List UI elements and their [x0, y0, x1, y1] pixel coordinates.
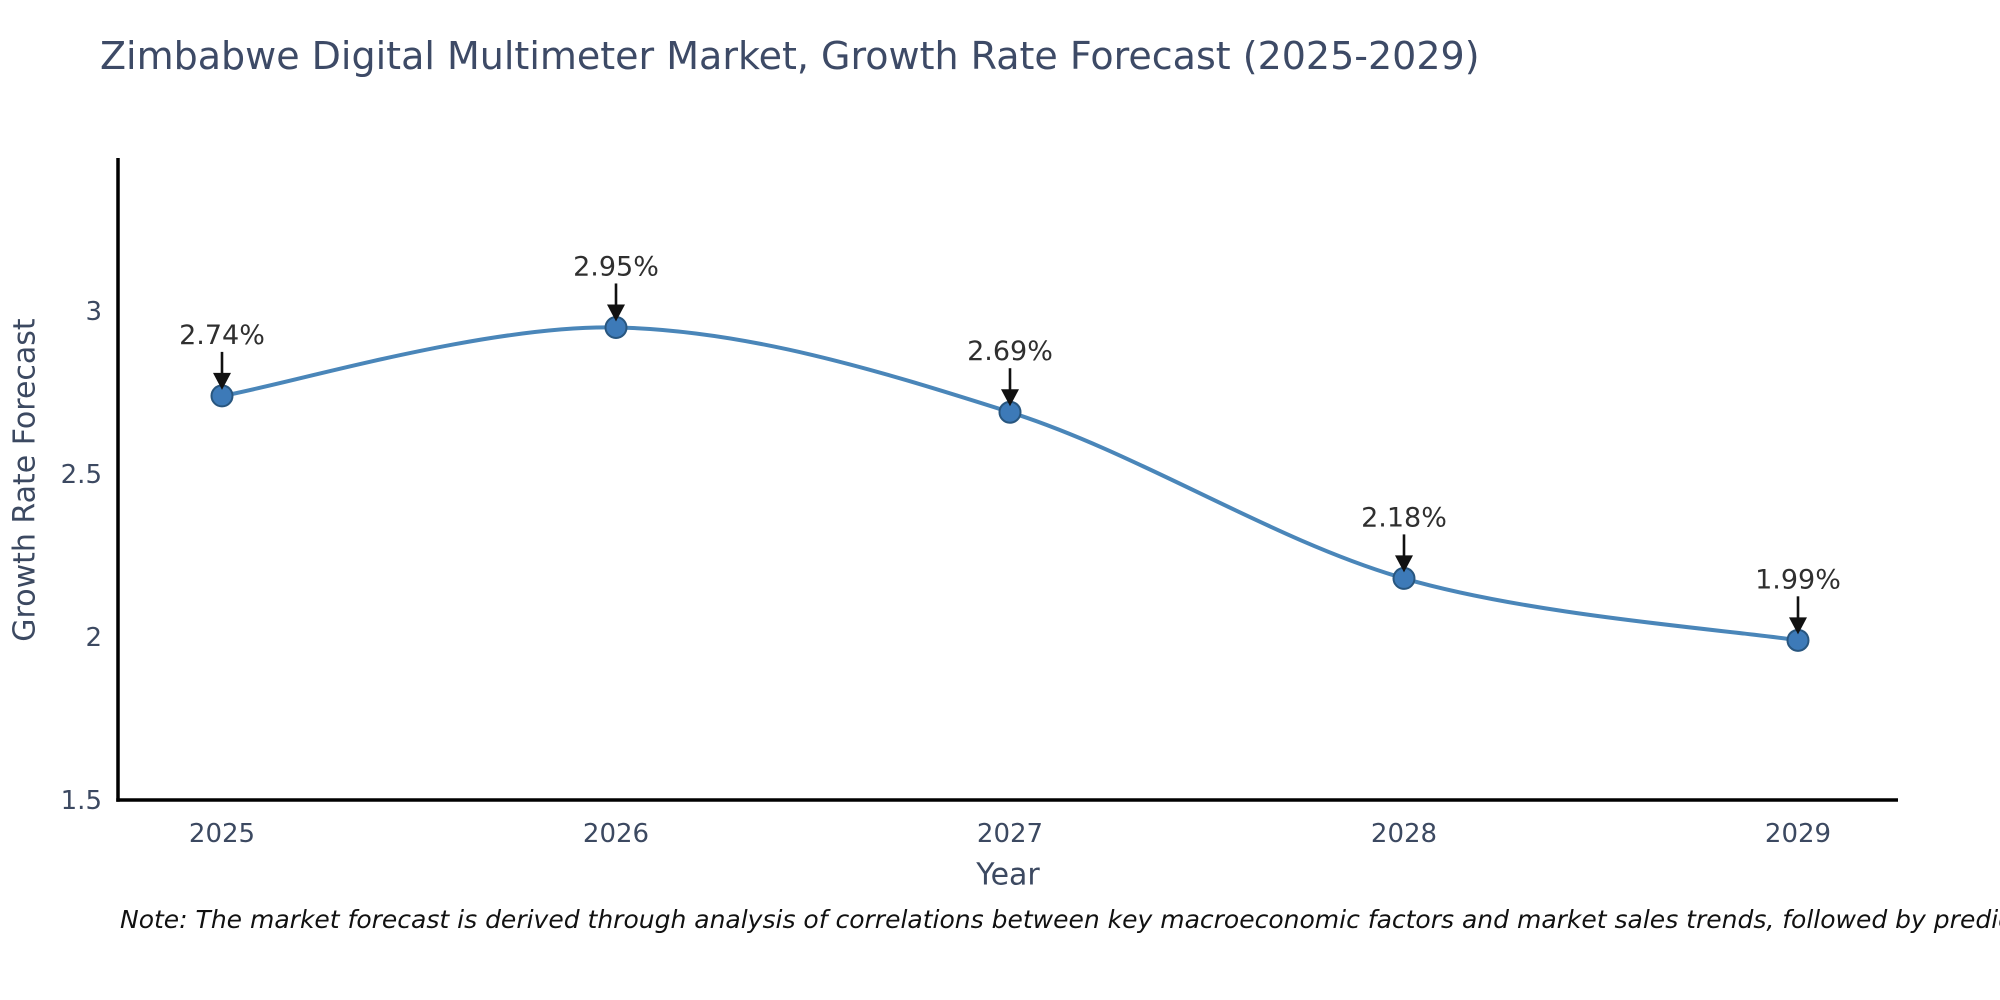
x-tick-label: 2028	[1371, 819, 1437, 849]
annotation-arrow-head	[213, 372, 231, 390]
annotation-arrow-head	[607, 304, 625, 322]
data-point-label: 1.99%	[1755, 564, 1841, 595]
y-tick-label: 1.5	[61, 786, 102, 816]
y-axis-label: Growth Rate Forecast	[7, 318, 43, 642]
y-tick-label: 2	[85, 623, 102, 653]
x-tick-label: 2025	[189, 819, 255, 849]
chart-title: Zimbabwe Digital Multimeter Market, Grow…	[100, 34, 1480, 78]
data-point-label: 2.74%	[179, 320, 265, 351]
x-tick-label: 2026	[583, 819, 649, 849]
annotation-arrow-head	[1395, 555, 1413, 573]
data-point-label: 2.95%	[573, 251, 659, 282]
x-axis-label: Year	[976, 857, 1040, 893]
y-tick-label: 3	[85, 297, 102, 327]
x-tick-label: 2027	[977, 819, 1043, 849]
annotation-arrow-head	[1789, 617, 1807, 635]
data-point-label: 2.69%	[967, 336, 1053, 367]
y-tick-label: 2.5	[61, 460, 102, 490]
annotation-arrow-head	[1001, 389, 1019, 407]
data-point-label: 2.18%	[1361, 502, 1447, 533]
footnote: Note: The market forecast is derived thr…	[120, 905, 2000, 934]
x-tick-label: 2029	[1765, 819, 1831, 849]
